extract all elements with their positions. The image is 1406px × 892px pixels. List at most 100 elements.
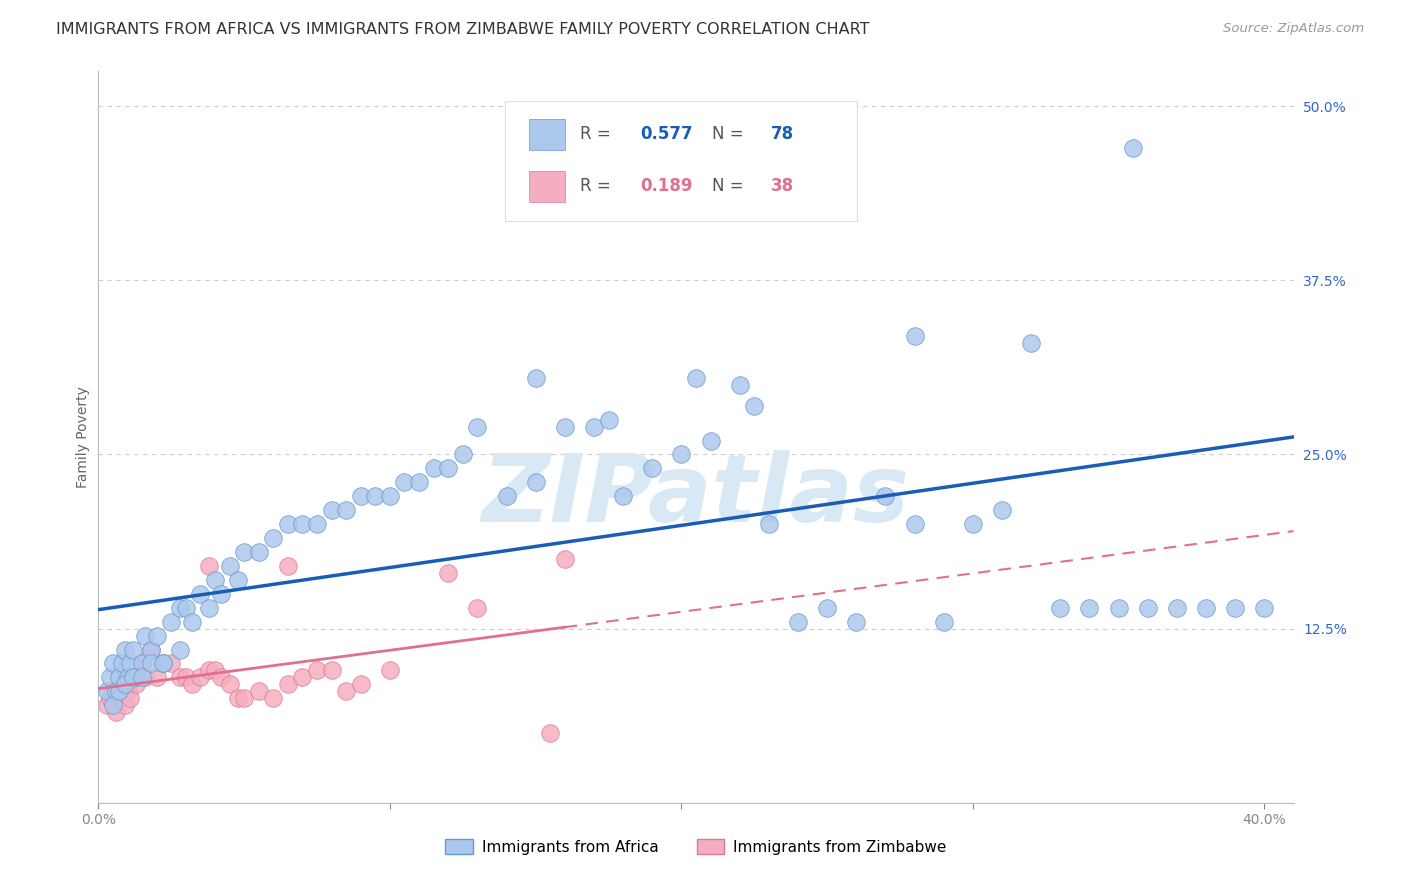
Point: [991, 503, 1014, 517]
Point: [495, 489, 517, 503]
Point: [114, 677, 136, 691]
Point: [641, 461, 664, 475]
Point: [247, 545, 270, 559]
Point: [233, 545, 256, 559]
Point: [538, 726, 561, 740]
Point: [903, 329, 925, 343]
Point: [1136, 600, 1159, 615]
Point: [1049, 600, 1071, 615]
Point: [98, 691, 121, 706]
Point: [145, 670, 167, 684]
Point: [180, 615, 202, 629]
Point: [554, 419, 576, 434]
Point: [131, 657, 153, 671]
Point: [1195, 600, 1218, 615]
Point: [291, 517, 314, 532]
Point: [145, 629, 167, 643]
Point: [612, 489, 634, 503]
Point: [277, 677, 299, 691]
Point: [801, 203, 824, 218]
Point: [125, 677, 148, 691]
Point: [321, 503, 343, 517]
Legend: Immigrants from Africa, Immigrants from Zimbabwe: Immigrants from Africa, Immigrants from …: [439, 833, 953, 861]
Point: [101, 698, 124, 713]
Point: [932, 615, 955, 629]
Point: [378, 489, 401, 503]
Point: [228, 573, 250, 587]
Point: [134, 629, 156, 643]
Point: [111, 657, 134, 671]
Point: [875, 489, 897, 503]
Point: [174, 670, 197, 684]
Text: N =: N =: [711, 178, 748, 195]
Point: [467, 600, 489, 615]
Point: [815, 600, 838, 615]
Point: [209, 670, 232, 684]
Point: [350, 489, 373, 503]
FancyBboxPatch shape: [529, 171, 565, 202]
Point: [120, 657, 142, 671]
Point: [204, 664, 226, 678]
Point: [262, 691, 284, 706]
Point: [101, 684, 124, 698]
Point: [291, 670, 314, 684]
Text: 0.189: 0.189: [640, 178, 692, 195]
Point: [190, 587, 212, 601]
Point: [96, 684, 118, 698]
Point: [139, 642, 162, 657]
Point: [101, 657, 124, 671]
Point: [152, 657, 174, 671]
Point: [98, 670, 121, 684]
Text: 0.577: 0.577: [640, 125, 692, 144]
Point: [169, 670, 191, 684]
Point: [1019, 336, 1042, 351]
Point: [152, 657, 174, 671]
Point: [962, 517, 984, 532]
Point: [451, 448, 474, 462]
Point: [139, 657, 162, 671]
Point: [122, 670, 145, 684]
Point: [122, 642, 145, 657]
Point: [152, 657, 174, 671]
Point: [277, 558, 299, 573]
Point: [758, 517, 780, 532]
Point: [277, 517, 299, 532]
Point: [209, 587, 232, 601]
Point: [467, 419, 489, 434]
Point: [114, 698, 136, 713]
Point: [108, 670, 131, 684]
Point: [728, 377, 751, 392]
Point: [394, 475, 416, 490]
Point: [554, 552, 576, 566]
FancyBboxPatch shape: [505, 101, 858, 221]
Point: [117, 684, 139, 698]
Point: [598, 412, 620, 426]
Point: [685, 371, 707, 385]
Point: [198, 664, 221, 678]
Point: [1108, 600, 1130, 615]
Point: [218, 558, 240, 573]
Point: [120, 691, 142, 706]
Point: [169, 600, 191, 615]
Point: [742, 399, 765, 413]
Text: Source: ZipAtlas.com: Source: ZipAtlas.com: [1223, 22, 1364, 36]
Point: [218, 677, 240, 691]
Y-axis label: Family Poverty: Family Poverty: [76, 386, 90, 488]
Point: [422, 461, 444, 475]
Text: 78: 78: [772, 125, 794, 144]
Point: [305, 664, 328, 678]
Point: [160, 615, 183, 629]
Point: [247, 684, 270, 698]
Point: [125, 670, 148, 684]
Point: [262, 531, 284, 545]
Text: N =: N =: [711, 125, 748, 144]
Point: [198, 558, 221, 573]
Point: [134, 670, 156, 684]
Text: R =: R =: [581, 178, 616, 195]
Point: [139, 642, 162, 657]
Point: [204, 573, 226, 587]
Point: [524, 371, 547, 385]
Point: [1225, 600, 1247, 615]
Point: [117, 670, 139, 684]
Point: [174, 600, 197, 615]
